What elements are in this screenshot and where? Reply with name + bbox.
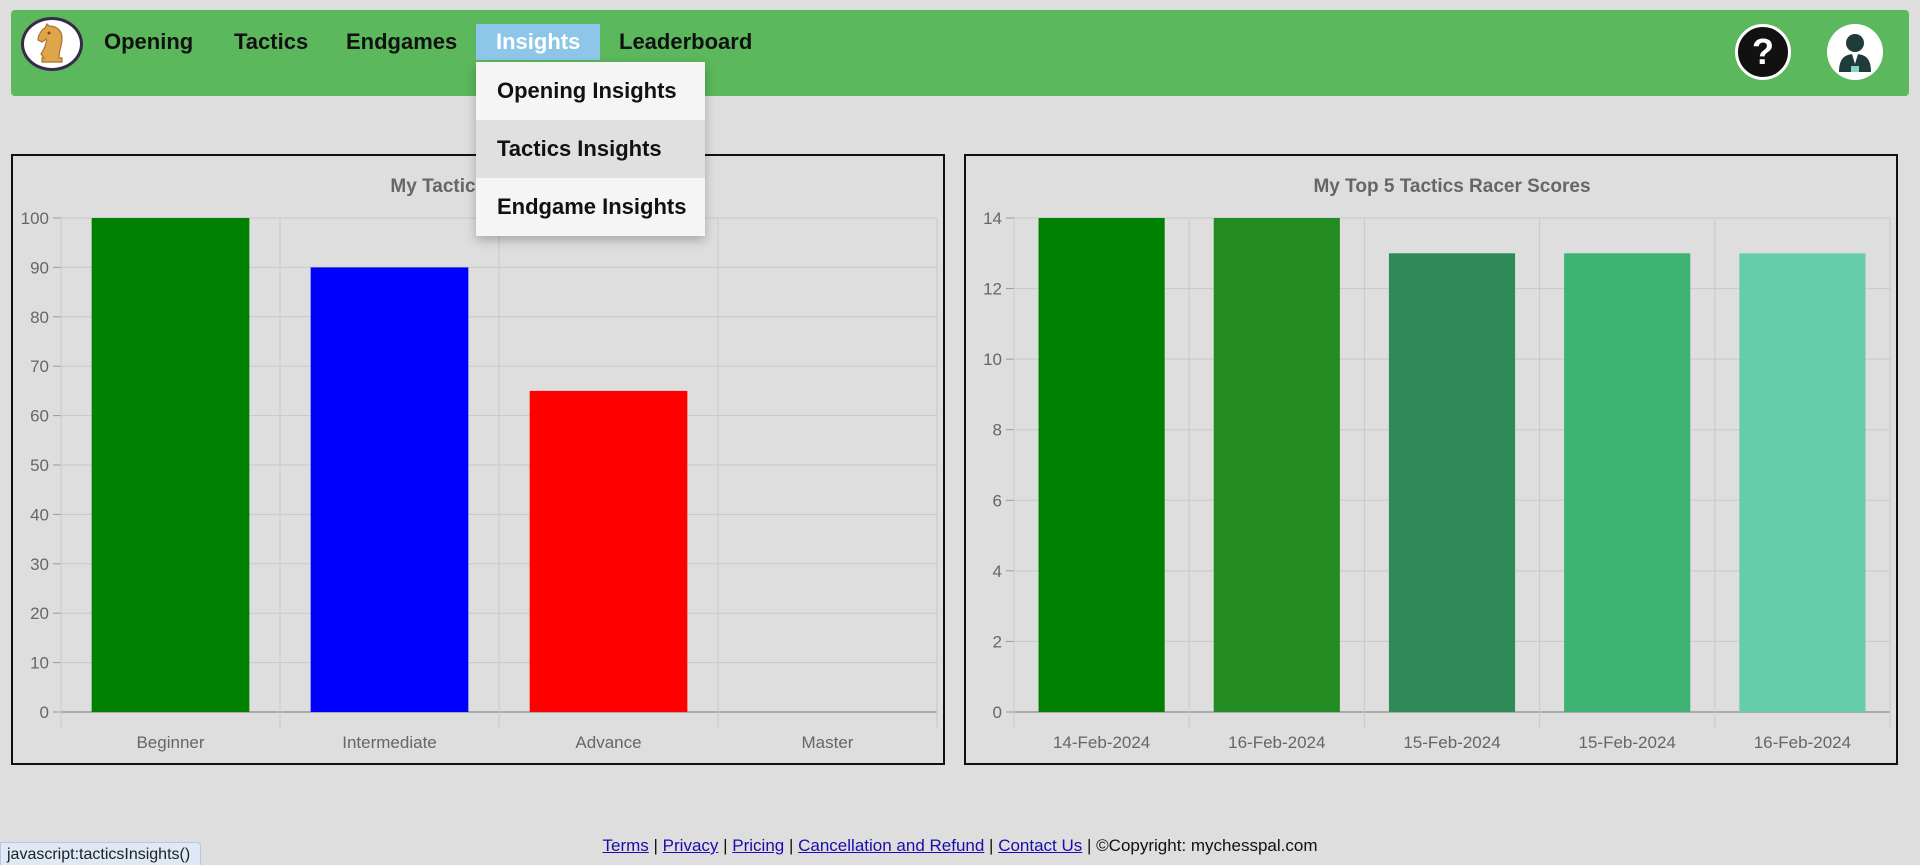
nav-item-leaderboard[interactable]: Leaderboard [619, 29, 753, 54]
y-tick-label: 12 [983, 280, 1002, 299]
y-tick-label: 100 [21, 209, 49, 228]
footer-separator: | [784, 836, 799, 855]
browser-status-bar: javascript:tacticsInsights() [0, 842, 202, 865]
y-tick-label: 2 [993, 632, 1002, 651]
y-tick-label: 90 [30, 258, 49, 277]
x-tick-label: Intermediate [342, 733, 437, 752]
footer-separator: | [718, 836, 733, 855]
user-avatar-icon [1839, 34, 1871, 72]
y-tick-label: 40 [30, 505, 49, 524]
x-tick-label: 15-Feb-2024 [1579, 733, 1676, 752]
bar-0[interactable] [1038, 218, 1165, 712]
footer-separator: | [648, 836, 663, 855]
footer-link-cancellation-and-refund[interactable]: Cancellation and Refund [798, 836, 985, 855]
tactics-performance-chart-panel: My Tactics Performance010203040506070809… [11, 154, 945, 765]
footer-link-privacy[interactable]: Privacy [662, 836, 719, 855]
x-tick-label: 16-Feb-2024 [1228, 733, 1325, 752]
footer-separator: | [1082, 836, 1097, 855]
y-tick-label: 20 [30, 604, 49, 623]
nav-item-endgames[interactable]: Endgames [346, 29, 458, 54]
x-tick-label: 14-Feb-2024 [1053, 733, 1150, 752]
y-tick-label: 10 [30, 654, 49, 673]
dropdown-item-opening-insights[interactable]: Opening Insights [497, 78, 677, 103]
y-tick-label: 4 [993, 562, 1002, 581]
y-tick-label: 10 [983, 350, 1002, 369]
bar-2[interactable] [529, 390, 688, 712]
insights-dropdown-menu: Opening Insights Tactics Insights Endgame … [476, 62, 705, 236]
x-tick-label: 15-Feb-2024 [1403, 733, 1500, 752]
dropdown-item-tactics-insights[interactable]: Tactics Insights [476, 120, 705, 178]
y-tick-label: 6 [993, 491, 1002, 510]
footer: Terms | Privacy | Pricing | Cancellation… [0, 836, 1920, 856]
user-profile-button[interactable] [1827, 24, 1883, 80]
y-tick-label: 14 [983, 209, 1002, 228]
footer-link-pricing[interactable]: Pricing [732, 836, 785, 855]
knight-icon [37, 22, 63, 63]
nav-item-insights[interactable]: Insights [476, 24, 601, 60]
bar-1[interactable] [1213, 218, 1340, 712]
bar-1[interactable] [310, 267, 469, 712]
bar-0[interactable] [91, 218, 250, 712]
y-tick-label: 0 [993, 703, 1002, 722]
navbar: Opening Tactics Endgames Insights Leaderboar… [11, 10, 1909, 96]
footer-separator: | [984, 836, 999, 855]
nav-item-opening[interactable]: Opening [104, 29, 194, 54]
chart-title: My Top 5 Tactics Racer Scores [1313, 176, 1590, 197]
tactics-performance-chart: My Tactics Performance010203040506070809… [21, 176, 938, 752]
x-tick-label: Master [802, 733, 854, 752]
y-tick-label: 60 [30, 407, 49, 426]
footer-link-contact-us[interactable]: Contact Us [998, 836, 1083, 855]
y-tick-label: 0 [40, 703, 49, 722]
x-tick-label: 16-Feb-2024 [1754, 733, 1851, 752]
y-tick-label: 8 [993, 421, 1002, 440]
y-tick-label: 30 [30, 555, 49, 574]
nav-item-tactics[interactable]: Tactics [234, 29, 309, 54]
x-tick-label: Beginner [136, 733, 204, 752]
bar-2[interactable] [1388, 253, 1516, 712]
question-mark-icon: ? [1752, 31, 1774, 72]
chess-knight-logo[interactable] [21, 17, 83, 71]
bar-4[interactable] [1739, 253, 1866, 712]
help-button[interactable]: ? [1735, 24, 1791, 80]
footer-copyright: ©Copyright: mychesspal.com [1096, 836, 1318, 855]
y-tick-label: 50 [30, 456, 49, 475]
y-tick-label: 80 [30, 308, 49, 327]
y-tick-label: 70 [30, 357, 49, 376]
dropdown-item-endgame-insights[interactable]: Endgame Insights [497, 194, 687, 219]
x-tick-label: Advance [575, 733, 641, 752]
tactics-racer-scores-chart: My Top 5 Tactics Racer Scores 0 2 4 6 8 10 12 14… [983, 176, 1891, 752]
tactics-racer-scores-chart-panel: My Top 5 Tactics Racer Scores 0 2 4 6 8 10 12 14… [964, 154, 1898, 765]
footer-link-terms[interactable]: Terms [602, 836, 649, 855]
bar-3[interactable] [1564, 253, 1691, 712]
